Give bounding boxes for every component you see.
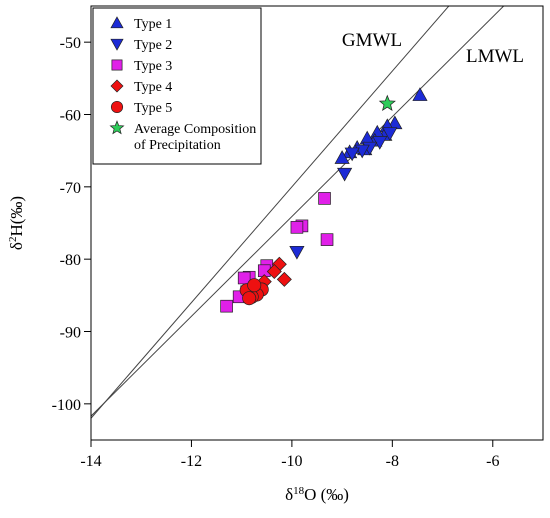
series-2-point: [382, 127, 398, 142]
legend: Type 1 Type 2 Type 3 Type 4 Type 5 Average Co…: [92, 7, 262, 165]
series-2-point: [289, 245, 305, 260]
reference-lines: [91, 6, 505, 419]
y-tick-label: -80: [60, 252, 81, 269]
series-3-point: [220, 299, 233, 313]
legend-marker-6: [109, 120, 125, 135]
series-4-point: [266, 263, 282, 279]
y-tick-label: -90: [60, 325, 81, 342]
series-2-point: [337, 167, 353, 182]
x-axis-label: δ18O (‰): [285, 485, 349, 504]
series-1-point: [412, 87, 428, 101]
series-3-point: [318, 192, 331, 205]
lmwl-line: [91, 6, 505, 417]
x-tick-label: -6: [486, 453, 499, 470]
gmwl-line: [91, 6, 450, 419]
legend-marker-3: [111, 59, 123, 71]
legend-label: Type 1: [134, 17, 172, 32]
legend-marker-1: [110, 16, 124, 29]
legend-label: Average Composition: [134, 122, 256, 137]
legend-label: of Precipitation: [134, 138, 221, 153]
x-tick-label: -14: [80, 453, 101, 470]
legend-marker-2: [110, 38, 124, 51]
series-3-point: [290, 221, 304, 234]
legend-marker-4: [110, 79, 124, 93]
series-1-point: [334, 150, 350, 164]
y-tick-label: -50: [60, 35, 81, 52]
legend-label: Type 3: [134, 59, 172, 74]
y-tick-label: -100: [52, 397, 81, 414]
legend-marker-5: [110, 100, 124, 114]
gmwl-label: GMWL: [342, 30, 402, 51]
plot-frame: [90, 5, 544, 441]
series-6-point: [378, 94, 396, 111]
axis-ticks: -14 -12 -10 -8 -6 -100 -90 -80 -70 -60 -50: [52, 35, 500, 470]
lmwl-label: LMWL: [466, 46, 524, 67]
series-5-point: [242, 291, 257, 306]
legend-label: Type 4: [134, 80, 172, 95]
series-3-point: [320, 233, 334, 246]
x-tick-label: -8: [386, 453, 399, 470]
x-tick-label: -12: [181, 453, 202, 470]
legend-label: Type 5: [134, 101, 172, 116]
data-points: [220, 87, 428, 313]
series-4-point: [276, 271, 292, 287]
series-5-point: [247, 278, 262, 293]
y-axis-label: δ2H(‰): [7, 196, 26, 250]
y-tick-label: -70: [60, 180, 81, 197]
legend-label: Type 2: [134, 38, 172, 53]
x-tick-label: -10: [281, 453, 302, 470]
y-tick-label: -60: [60, 108, 81, 125]
line-labels: GMWL LMWL: [342, 30, 524, 67]
series-2-point: [344, 147, 360, 162]
